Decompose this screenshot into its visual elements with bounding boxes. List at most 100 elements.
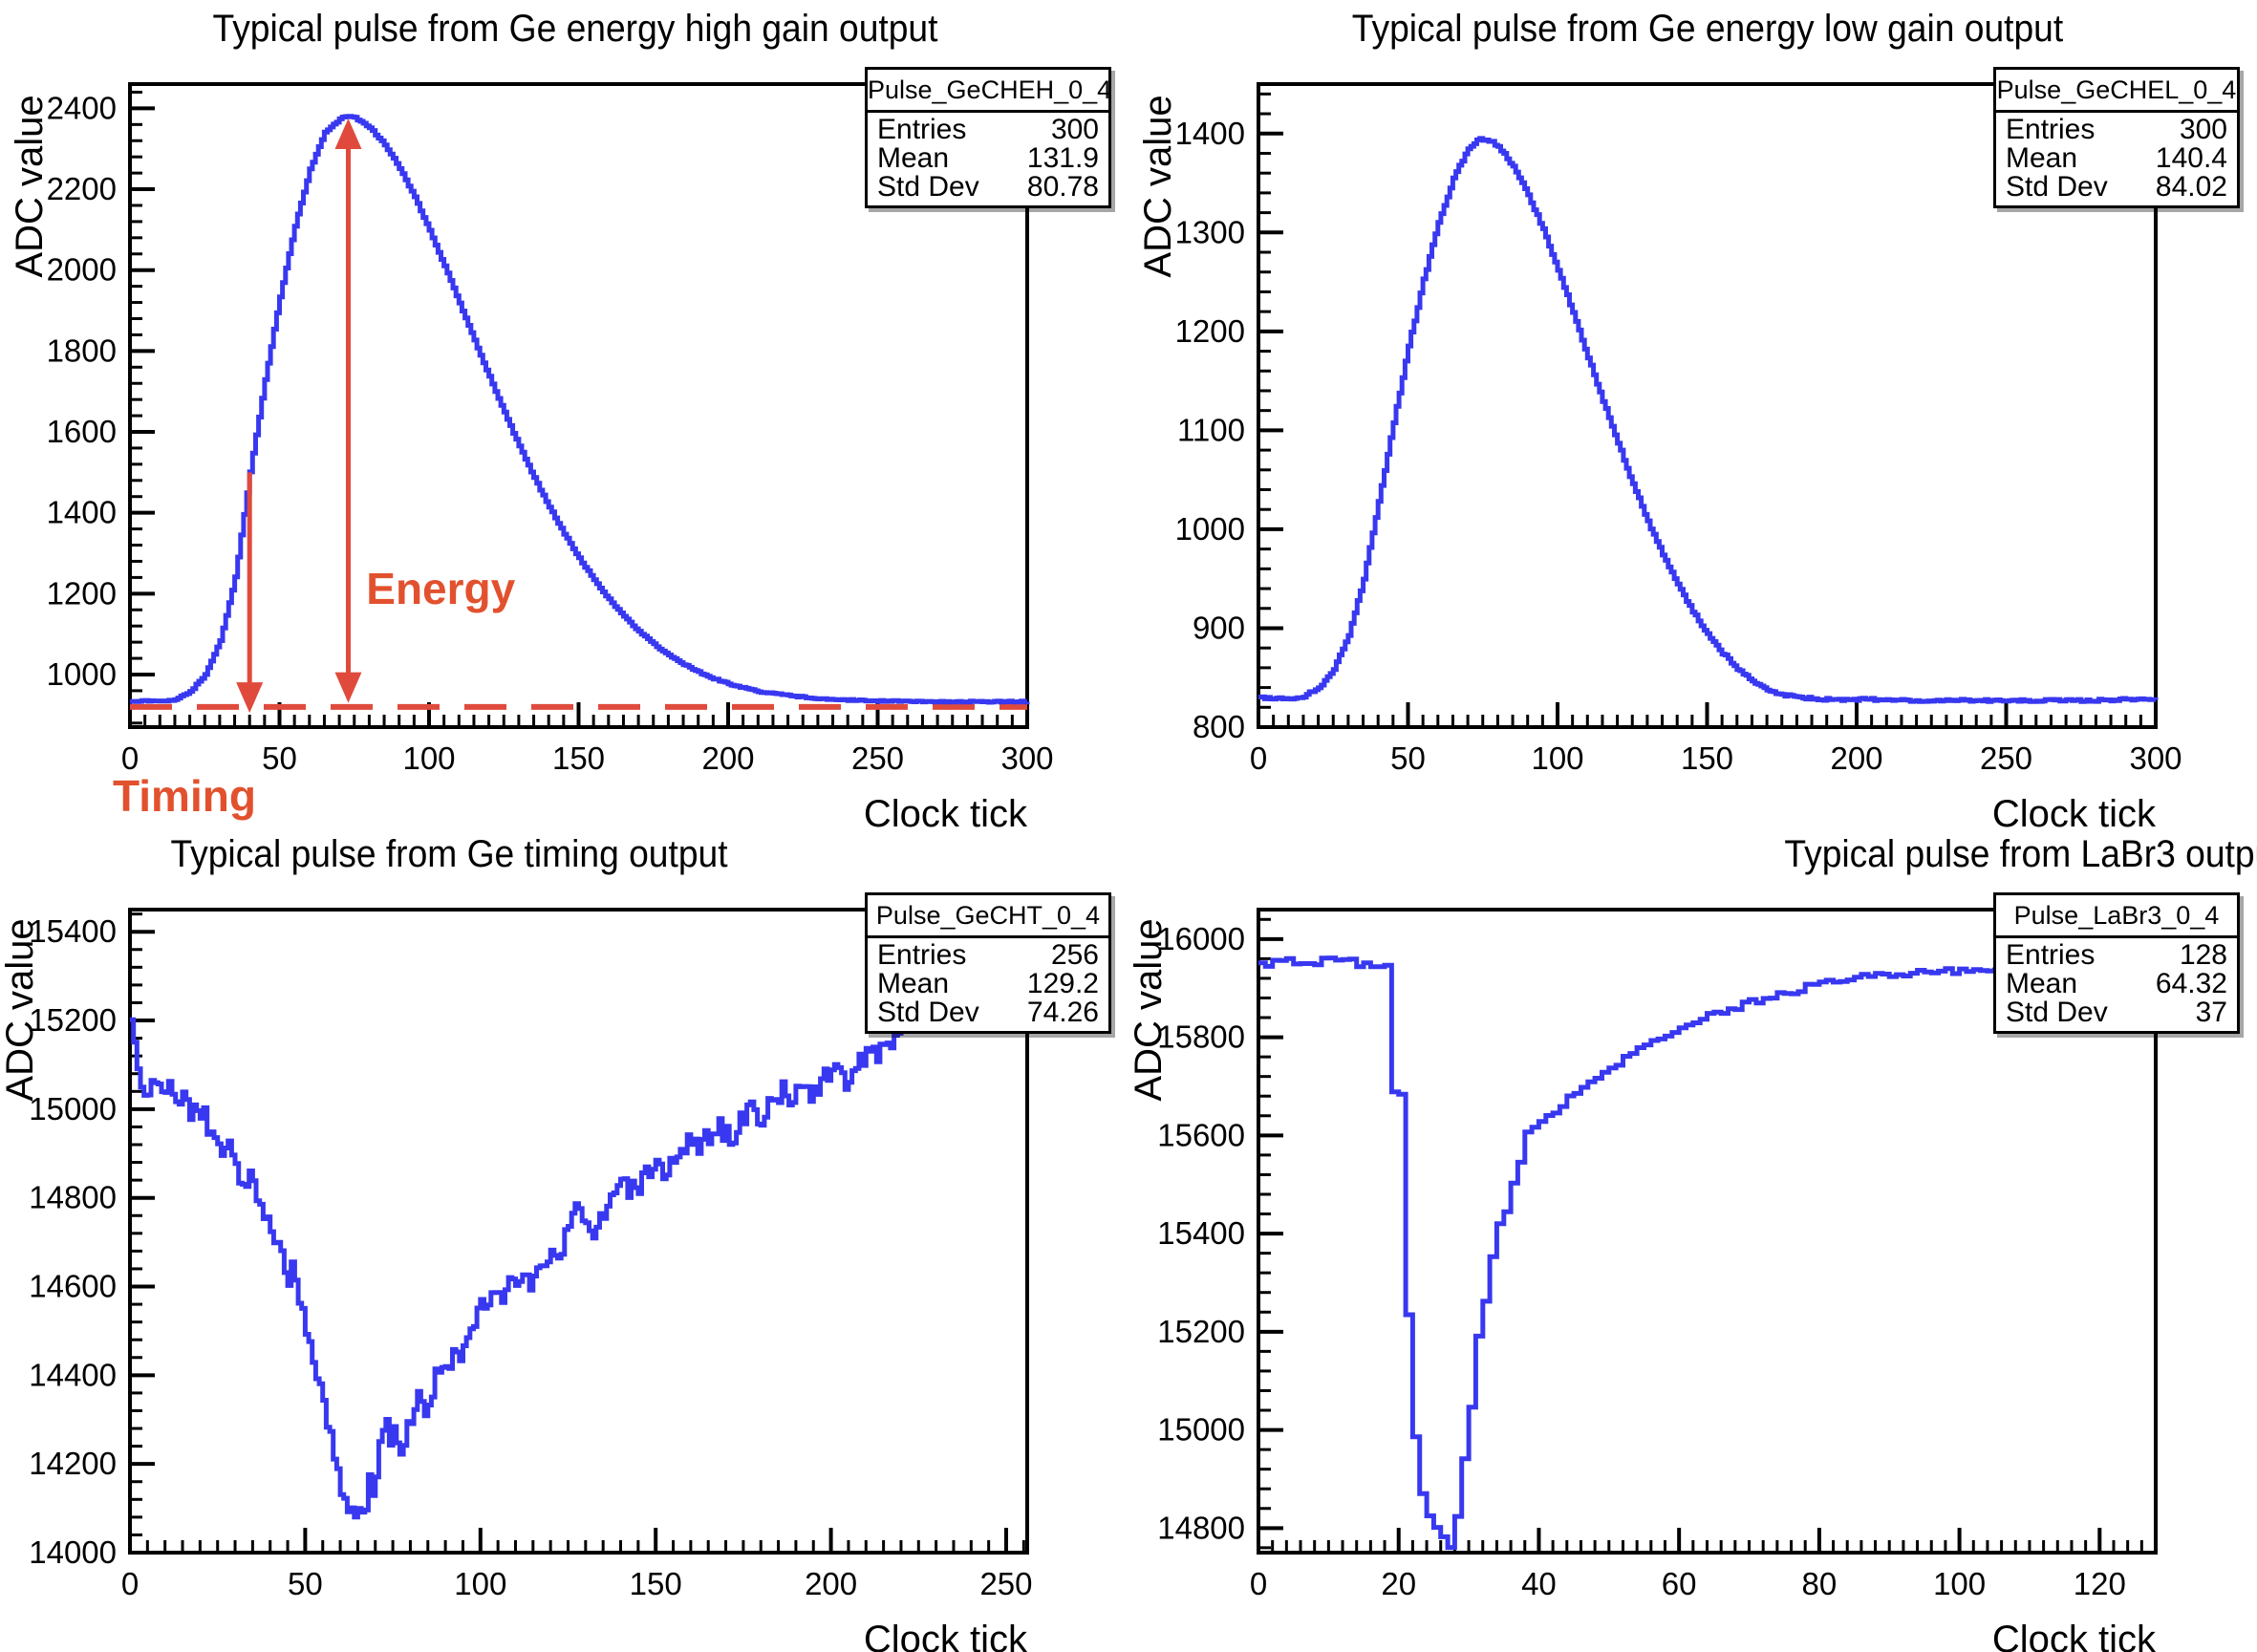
plot-svg-labr3: 0 20 40 60 80 100 120 14800 15000 15200 15400 15600… (1157, 908, 2158, 1601)
stats-row-stddev: Std Dev 74.26 (868, 998, 1108, 1027)
x-tick-label: 200 (701, 740, 754, 776)
y-tick-label: 15000 (29, 1091, 117, 1126)
y-tick-label: 1000 (1175, 511, 1245, 547)
x-tick-label: 20 (1381, 1566, 1416, 1601)
stats-histogram-name: Pulse_GeCHEH_0_4 (868, 70, 1108, 113)
stats-label: Std Dev (2006, 171, 2108, 203)
stats-rows: Entries 128 Mean 64.32 Std Dev 37 (1996, 938, 2237, 1031)
stats-value: 300 (2179, 114, 2227, 145)
stats-label: Mean (877, 968, 950, 999)
stats-box: Pulse_GeCHT_0_4 Entries 256 Mean 129.2 Std… (865, 892, 1111, 1034)
x-tick-label: 0 (121, 1566, 139, 1601)
y-axis-title: ADC value (9, 95, 51, 278)
stats-row-stddev: Std Dev 37 (1996, 998, 2237, 1027)
stats-row-entries: Entries 256 (868, 941, 1108, 970)
y-tick-label: 14600 (29, 1269, 117, 1304)
stats-value: 300 (1050, 114, 1099, 145)
x-tick-label: 100 (402, 740, 455, 776)
x-tick-label: 100 (1933, 1566, 1986, 1601)
stats-row-entries: Entries 300 (1996, 116, 2237, 144)
x-axis-title: Clock tick (1991, 1619, 2156, 1652)
x-tick-label: 80 (1802, 1566, 1838, 1601)
plot-svg-ge-high: 0 50 100 150 200 250 300 1000 1200 1400 1600 1800 20… (47, 82, 1054, 821)
stats-row-stddev: Std Dev 80.78 (868, 173, 1108, 202)
stats-value: 84.02 (2155, 171, 2227, 203)
stats-row-stddev: Std Dev 84.02 (1996, 173, 2237, 202)
x-tick-label: 150 (1681, 740, 1733, 776)
plot-title: Typical pulse from Ge timing output (170, 833, 728, 875)
plot-title: Typical pulse from Ge energy low gain ou… (1351, 8, 2064, 50)
y-tick-label: 14800 (1157, 1510, 1245, 1545)
stats-histogram-name: Pulse_GeCHT_0_4 (868, 895, 1108, 938)
stats-row-entries: Entries 128 (1996, 941, 2237, 970)
plot-frame (128, 908, 1029, 1555)
y-tick-label: 2000 (47, 252, 117, 288)
y-tick-label: 14200 (29, 1446, 117, 1481)
x-tick-label: 100 (1531, 740, 1583, 776)
y-tick-label: 1000 (47, 656, 117, 692)
y-tick-label: 15400 (1157, 1215, 1245, 1251)
stats-row-mean: Mean 64.32 (1996, 970, 2237, 998)
x-axis-title: Clock tick (863, 793, 1027, 835)
y-axis-title: ADC value (0, 918, 41, 1102)
y-tick-label: 1100 (1177, 412, 1245, 447)
stats-row-mean: Mean 131.9 (868, 144, 1108, 173)
stats-rows: Entries 256 Mean 129.2 Std Dev 74.26 (868, 938, 1108, 1031)
plot-title: Typical pulse from LaBr3 output (1784, 833, 2257, 875)
stats-box: Pulse_LaBr3_0_4 Entries 128 Mean 64.32 Std… (1993, 892, 2240, 1034)
stats-value: 64.32 (2155, 968, 2227, 999)
stats-rows: Entries 300 Mean 131.9 Std Dev 80.78 (868, 113, 1108, 205)
y-axis-title: ADC value (1137, 95, 1179, 278)
y-tick-label: 1300 (1175, 214, 1245, 249)
y-tick-label: 14400 (29, 1357, 117, 1392)
y-tick-label: 2200 (47, 171, 117, 206)
plot-svg-ge-timing: 0 50 100 150 200 250 14000 14200 14400 14600 14800… (29, 908, 1033, 1601)
y-tick-label: 14000 (29, 1534, 117, 1570)
stats-label: Mean (877, 142, 950, 174)
stats-row-mean: Mean 140.4 (1996, 144, 2237, 173)
energy-arrow-head-up (334, 118, 362, 149)
stats-row-entries: Entries 300 (868, 116, 1108, 144)
pulse-curve (1258, 136, 2159, 704)
stats-value: 140.4 (2155, 142, 2227, 174)
pulse-curve (130, 1010, 912, 1520)
x-tick-label: 60 (1662, 1566, 1697, 1601)
pad-ge-timing: 0 50 100 150 200 250 14000 14200 14400 14600 14800… (0, 826, 1128, 1652)
x-tick-label: 250 (1980, 740, 2032, 776)
y-tick-label: 15400 (29, 913, 117, 949)
timing-arrow-head (236, 682, 264, 714)
y-tick-label: 1400 (1175, 116, 1245, 151)
x-tick-label: 150 (552, 740, 605, 776)
pulse-curve (130, 114, 1030, 705)
x-tick-label: 50 (262, 740, 297, 776)
y-tick-label: 1600 (47, 414, 117, 449)
y-tick-label: 900 (1193, 610, 1245, 645)
y-tick-label: 2400 (47, 90, 117, 125)
x-tick-label: 200 (1830, 740, 1882, 776)
y-tick-label: 1800 (47, 333, 117, 368)
pulse-curve (1258, 955, 2016, 1551)
x-tick-label: 300 (1000, 740, 1053, 776)
stats-label: Entries (877, 939, 967, 971)
stats-label: Std Dev (2006, 997, 2108, 1028)
x-tick-label: 250 (851, 740, 904, 776)
plot-svg-ge-low: 0 50 100 150 200 250 300 800 900 1000 1100 1200 1300… (1175, 82, 2182, 776)
timing-annotation-label: Timing (113, 771, 256, 821)
x-tick-label: 200 (805, 1566, 857, 1601)
x-tick-label: 300 (2129, 740, 2182, 776)
y-tick-label: 15800 (1157, 1019, 1245, 1055)
y-tick-label: 1200 (47, 575, 117, 611)
y-tick-label: 16000 (1157, 921, 1245, 956)
x-tick-label: 0 (1250, 1566, 1267, 1601)
stats-label: Entries (2006, 939, 2096, 971)
stats-value: 129.2 (1026, 968, 1099, 999)
stats-label: Entries (877, 114, 967, 145)
y-tick-label: 14800 (29, 1180, 117, 1215)
x-tick-label: 150 (630, 1566, 682, 1601)
pad-labr3: 0 20 40 60 80 100 120 14800 15000 15200 15400 15600… (1128, 826, 2257, 1652)
stats-value: 131.9 (1026, 142, 1099, 174)
y-tick-label: 15200 (29, 1002, 117, 1038)
stats-histogram-name: Pulse_GeCHEL_0_4 (1996, 70, 2237, 113)
x-tick-label: 0 (121, 740, 139, 776)
